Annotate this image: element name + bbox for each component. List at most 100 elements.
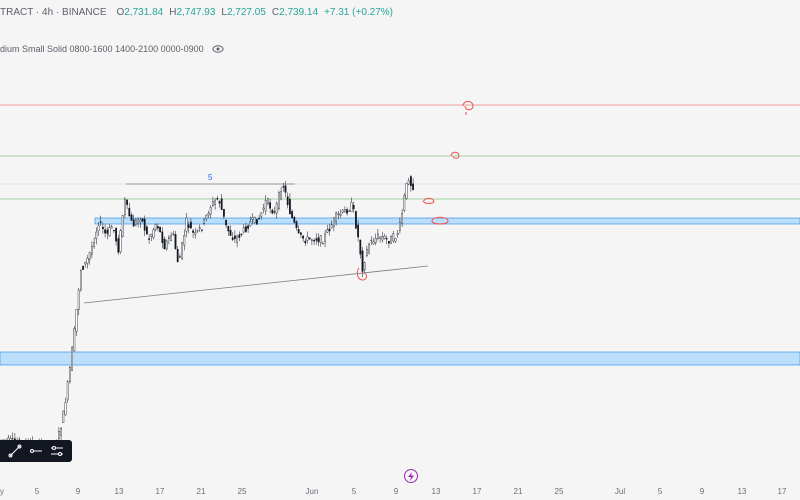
time-axis-label: 21 [513,487,523,496]
hand-mark-green-level [450,151,460,159]
candle-body [62,410,65,423]
candle-body [381,236,384,241]
candle-body [335,212,337,223]
candle-body [156,226,159,229]
candle-body [348,210,351,212]
annotation-label: 5 [208,173,213,182]
candle-body [112,229,115,232]
candle-body [267,198,269,204]
candle-body [297,229,300,234]
time-axis-label: 5 [657,487,663,496]
candle-body [350,202,353,212]
horizontal-ray-icon[interactable] [28,443,44,459]
candle-body [117,238,120,253]
candle-body [366,248,368,256]
time-axis-label: 25 [554,487,564,496]
candle-body [128,207,131,217]
candle-body [108,227,111,237]
candle-body [319,235,322,244]
candle-body [258,218,260,220]
candle-body [203,218,205,224]
candle-body [388,240,390,244]
candle-body [88,252,91,260]
candle-body [161,231,164,243]
candle-body [134,219,137,225]
candle-body [363,262,366,270]
candle-body [64,402,67,416]
candle-body [249,221,252,227]
candle-body [352,205,355,210]
candle-body [355,211,357,229]
symbol-name[interactable]: TRACT · 4h · BINANCE [0,6,107,18]
candle-body [361,250,364,272]
time-axis-label: y [0,487,4,496]
candle-body [410,176,412,187]
candle-body [344,209,346,213]
candle-body [236,236,238,243]
candle-body [231,237,234,240]
candle-body [132,219,135,227]
change-value: +7.31 (+0.27%) [324,6,393,18]
time-axis-label: Jun [305,487,319,496]
candle-body [200,229,203,231]
candle-body [403,195,406,211]
candle-body [104,229,107,234]
candle-body [222,208,225,217]
candle-body [192,230,194,233]
settings-lines-icon[interactable] [49,443,65,459]
candle-body [68,366,71,383]
high-value: 2,747.93 [176,6,216,18]
ascending-trend-line[interactable] [83,265,429,304]
candle-body [66,381,69,401]
candle-body [145,226,148,235]
candle-body [198,227,201,229]
candle-body [115,228,118,242]
candle-body [99,221,102,223]
candle-body [240,233,243,235]
candle-body [159,226,161,233]
candle-body [225,219,227,226]
candle-body [148,238,150,240]
candle-body [401,212,403,224]
candle-body [141,218,144,222]
candle-body [311,239,313,241]
candle-body [390,235,392,244]
candle-body [154,224,157,230]
candle-body [264,200,267,212]
candle-body [244,226,247,232]
candle-body [218,201,221,204]
candle-body [357,224,359,238]
candle-body [383,236,386,239]
indicator-label: dium Small Solid 0800-1600 1400-2100 000… [0,44,204,54]
time-axis-label: 9 [393,487,399,496]
candle-body [97,225,100,231]
candle-body [337,213,340,215]
candle-body [93,242,96,247]
candle-body [251,217,254,220]
candle-body [278,192,280,209]
candle-body [58,431,60,439]
eye-icon[interactable] [212,43,224,55]
candle-body [317,237,320,243]
candle-body [293,217,296,223]
time-axis-label: 5 [351,487,357,496]
indicator-legend[interactable]: dium Small Solid 0800-1600 1400-2100 000… [0,42,224,56]
candle-body [372,241,375,245]
candle-body [163,238,166,250]
candle-body [84,261,87,265]
candle-body [291,211,293,219]
candle-body [394,238,397,242]
hand-mark-red-level [462,101,474,115]
time-axis[interactable]: y 5 9 13 17 21 25 Jun 5 9 13 17 21 25 Jul 5 9 13 17 [0,484,800,500]
candle-body [282,186,285,188]
lightning-icon[interactable] [404,469,418,483]
time-axis-label: 13 [431,487,441,496]
demand-zone-lower[interactable] [0,351,800,366]
trend-line-icon[interactable] [7,443,23,459]
candle-body [273,211,276,213]
candle-body [126,199,129,205]
candle-body [77,289,80,310]
candle-body [73,328,76,352]
candle-body [346,209,348,214]
